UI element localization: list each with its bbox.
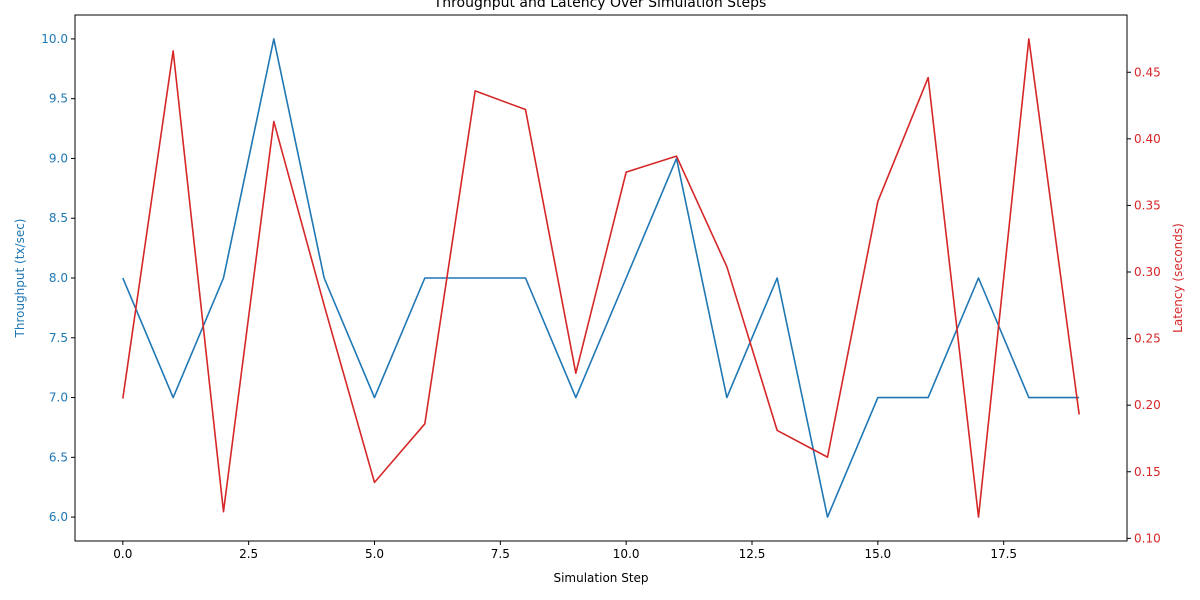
x-tick-label: 17.5 xyxy=(990,547,1017,561)
y-right-tick-label: 0.35 xyxy=(1134,198,1161,212)
plot-frame xyxy=(74,14,1128,542)
y-right-tick-label: 0.40 xyxy=(1134,132,1161,146)
series-line-throughput xyxy=(122,38,1080,518)
y-left-tick-label: 8.5 xyxy=(49,211,68,225)
plot-area xyxy=(122,38,1080,518)
y-right-tick-label: 0.20 xyxy=(1134,398,1161,412)
x-tick-label: 10.0 xyxy=(613,547,640,561)
y-left-tick-label: 6.0 xyxy=(49,510,68,524)
x-tick-label: 0.0 xyxy=(113,547,132,561)
x-tick-label: 5.0 xyxy=(365,547,384,561)
y-right-tick-label: 0.45 xyxy=(1134,65,1161,79)
x-tick-label: 15.0 xyxy=(864,547,891,561)
y-left-tick-label: 8.0 xyxy=(49,271,68,285)
y-left-tick-label: 10.0 xyxy=(41,32,68,46)
y-axis-left-label: Throughput (tx/sec) xyxy=(13,219,27,339)
y-right-tick-label: 0.10 xyxy=(1134,531,1161,545)
y-left-tick-label: 9.5 xyxy=(49,92,68,106)
y-right-tick-label: 0.15 xyxy=(1134,465,1161,479)
y-left-tick-label: 9.0 xyxy=(49,151,68,165)
y-right-tick-label: 0.25 xyxy=(1134,332,1161,346)
y-axis-left: 6.0 6.5 7.0 7.5 8.0 8.5 9.0 9.5 10.0 xyxy=(41,32,75,524)
series-line-latency xyxy=(122,38,1080,518)
x-axis: 0.0 2.5 5.0 7.5 10.0 12.5 15.0 17.5 xyxy=(113,541,1017,561)
x-axis-label: Simulation Step xyxy=(553,571,648,585)
x-tick-label: 12.5 xyxy=(739,547,766,561)
y-left-tick-label: 7.5 xyxy=(49,331,68,345)
chart-title: Throughput and Latency Over Simulation S… xyxy=(433,0,767,11)
x-tick-label: 7.5 xyxy=(491,547,510,561)
y-axis-right: 0.10 0.15 0.20 0.25 0.30 0.35 0.40 0.45 xyxy=(1127,65,1161,545)
y-axis-right-label: Latency (seconds) xyxy=(1171,223,1185,333)
x-tick-label: 2.5 xyxy=(239,547,258,561)
y-left-tick-label: 7.0 xyxy=(49,391,68,405)
y-left-tick-label: 6.5 xyxy=(49,450,68,464)
y-right-tick-label: 0.30 xyxy=(1134,265,1161,279)
